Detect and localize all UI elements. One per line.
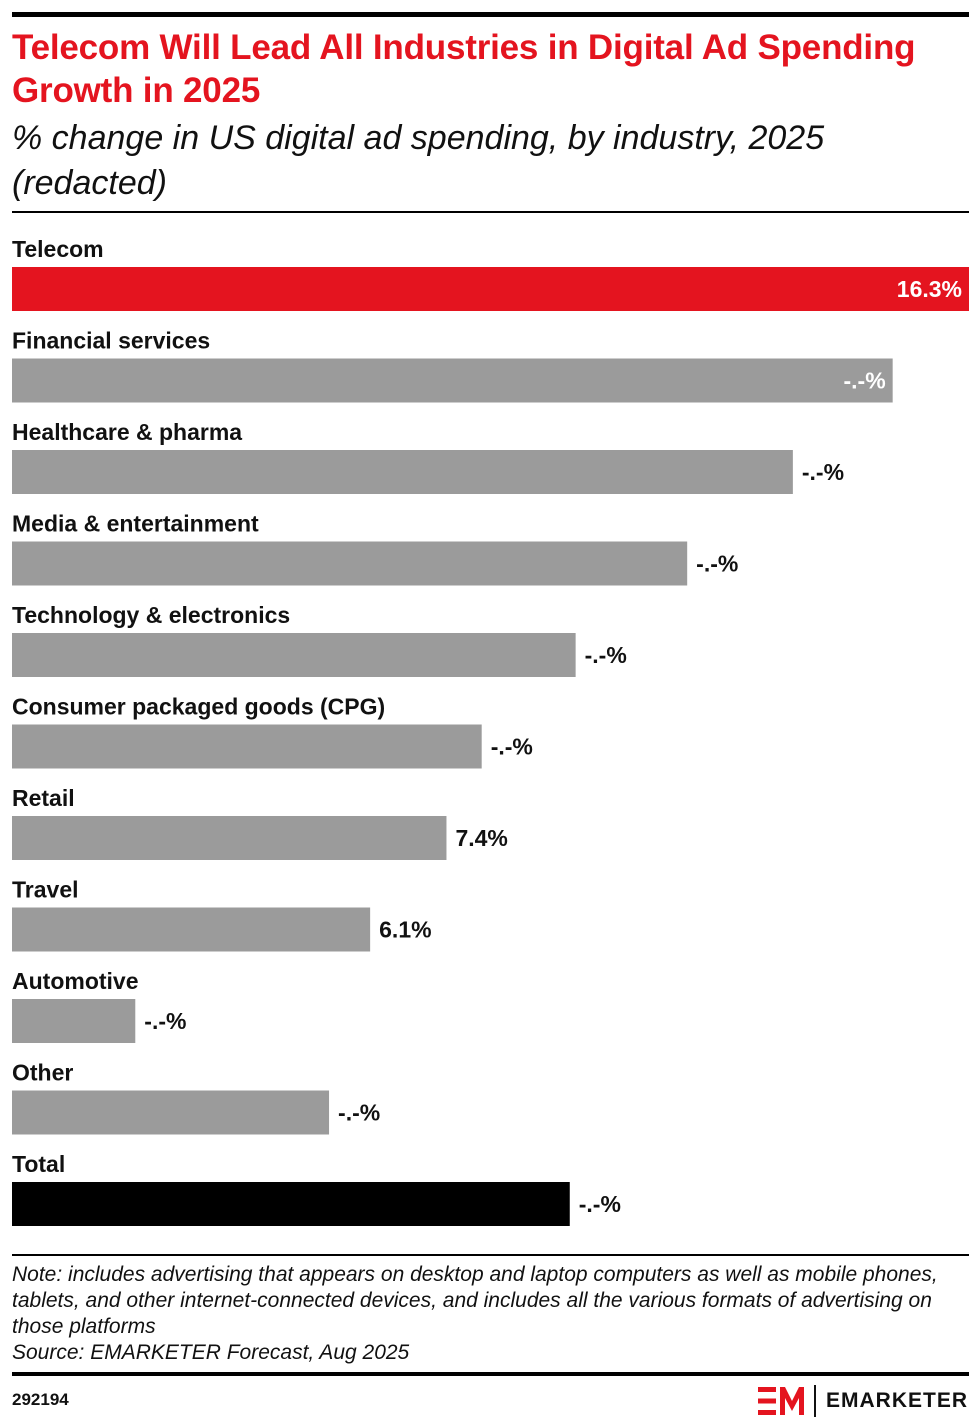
brand-logo: EMARKETER [757, 1383, 968, 1419]
category-label: Automotive [12, 968, 139, 994]
chart-id: 292194 [12, 1390, 69, 1409]
subtitle-rule [12, 211, 969, 213]
bar-row: Other -.-% [12, 1060, 380, 1135]
category-label: Telecom [12, 236, 104, 262]
value-label: -.-% [696, 551, 738, 577]
bar-row: Automotive-.-% [12, 968, 186, 1043]
category-label: Other [12, 1060, 73, 1086]
top-rule [12, 12, 969, 17]
bar [12, 999, 136, 1043]
value-label: 16.3% [897, 276, 962, 302]
category-label: Consumer packaged goods (CPG) [12, 694, 385, 720]
brand-separator [813, 1385, 816, 1417]
category-label: Healthcare & pharma [12, 419, 242, 445]
bar [12, 1090, 330, 1135]
category-label: Technology & electronics [12, 602, 290, 628]
note-rule [12, 1254, 969, 1256]
category-label: Media & entertainment [12, 511, 259, 537]
bar [12, 450, 793, 494]
value-label: -.-% [585, 642, 627, 668]
bar-row: Healthcare & pharma -.-% [12, 419, 844, 494]
bar-row: Financial services -.-% [12, 328, 893, 403]
bar [12, 633, 576, 677]
chart-subtitle: % change in US digital ad spending, by i… [12, 119, 825, 202]
bar-row: Media & entertainment -.-% [12, 511, 738, 586]
em-logo-icon [757, 1387, 804, 1415]
value-label: -.-% [338, 1100, 380, 1126]
bar-row: Total -.-% [12, 1151, 621, 1226]
bar [12, 907, 371, 952]
category-label: Financial services [12, 328, 210, 354]
bar-row: Technology & electronics -.-% [12, 602, 627, 677]
bar [12, 1182, 570, 1226]
value-label: 7.4% [455, 825, 507, 851]
brand-name: EMARKETER [825, 1389, 968, 1412]
value-label: -.-% [802, 459, 844, 485]
bar-row: Retail 7.4% [12, 785, 508, 860]
category-label: Total [12, 1151, 65, 1177]
value-label: -.-% [491, 734, 533, 760]
bar [12, 267, 969, 311]
bar-row: Travel 6.1% [12, 877, 432, 952]
note-text: Note: includes advertising that appears … [12, 1263, 938, 1338]
bar [12, 724, 482, 769]
bottom-rule [12, 1372, 969, 1376]
value-label: -.-% [844, 368, 886, 394]
value-label: -.-% [144, 1008, 186, 1034]
bar [12, 816, 447, 860]
bar [12, 358, 893, 403]
bar-row: Telecom 16.3% [12, 236, 969, 311]
bar [12, 541, 688, 586]
category-label: Retail [12, 785, 75, 811]
chart-title: Telecom Will Lead All Industries in Digi… [12, 28, 916, 110]
source-text: Source: EMARKETER Forecast, Aug 2025 [12, 1341, 410, 1364]
value-label: 6.1% [379, 917, 431, 943]
category-label: Travel [12, 877, 79, 903]
value-label: -.-% [579, 1191, 621, 1217]
chart-notes: Note: includes advertising that appears … [12, 1262, 962, 1366]
bar-row: Consumer packaged goods (CPG) -.-% [12, 694, 533, 769]
